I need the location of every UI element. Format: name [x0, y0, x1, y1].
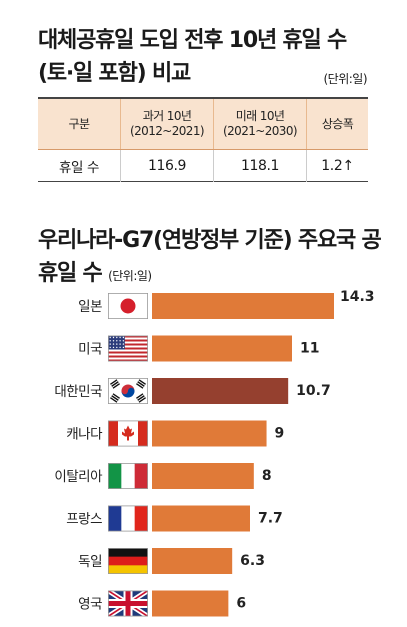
- bar: [152, 463, 254, 489]
- category-label: 독일: [78, 554, 102, 570]
- category-label: 이탈리아: [54, 469, 103, 485]
- header-category: 구분: [38, 98, 121, 150]
- bar: [152, 293, 334, 319]
- bar: [152, 590, 229, 617]
- header-past-label: 과거 10년: [142, 109, 192, 123]
- category-label: 미국: [78, 342, 102, 358]
- chart-row-8: 영국 6: [78, 590, 246, 617]
- cell-label: 휴일 수: [59, 159, 99, 176]
- bar: [152, 335, 292, 362]
- usa-flag-icon: [108, 335, 149, 362]
- header-future-label: 미래 10년: [235, 109, 285, 123]
- table-unit: (단위:일): [323, 72, 367, 86]
- france-flag-icon: [108, 505, 149, 532]
- value-label: 6.3: [240, 553, 265, 569]
- italy-flag-icon: [108, 462, 149, 489]
- table-row: 휴일 수 116.9 118.1 1.2↑: [38, 149, 368, 182]
- header-future-range: (2021~2030): [223, 124, 298, 138]
- chart-row-2: 미국 11: [78, 335, 319, 362]
- japan-flag-icon: [108, 292, 149, 320]
- chart-row-1: 일본 14.3: [78, 289, 375, 320]
- canada-flag-icon: [108, 420, 149, 447]
- chart-title-text: 우리나라-G7(연방정부 기준) 주요국 공휴일 수: [38, 228, 382, 286]
- value-label: 6: [236, 596, 246, 612]
- cell-past: 116.9: [120, 149, 214, 182]
- bar: [152, 548, 233, 574]
- cell-future: 118.1: [213, 149, 307, 182]
- value-label: 14.3: [340, 289, 375, 305]
- chart-title: 우리나라-G7(연방정부 기준) 주요국 공휴일 수 (단위:일): [38, 224, 388, 293]
- chart-unit: (단위:일): [108, 269, 152, 283]
- category-label: 영국: [78, 597, 102, 613]
- korea-flag-icon: [108, 378, 149, 405]
- germany-flag-icon: [108, 547, 149, 574]
- value-label: 10.7: [296, 383, 331, 399]
- cell-increase: 1.2↑: [306, 149, 368, 182]
- holiday-bar-chart: 일본 14.3 미국 11 대한민국 10.7 캐나다 9 이탈리아 8 프랑스 7.7 독일 6.3 영국…: [54, 289, 375, 617]
- header-future: 미래 10년 (2021~2030): [213, 98, 307, 150]
- category-label: 캐나다: [66, 427, 103, 443]
- chart-row-5: 이탈리아 8: [54, 462, 272, 489]
- value-label: 7.7: [258, 511, 283, 527]
- bar: [152, 378, 289, 404]
- chart-row-6: 프랑스 7.7: [66, 505, 283, 532]
- bar: [152, 420, 267, 447]
- header-past: 과거 10년 (2012~2021): [120, 98, 214, 150]
- chart-row-3: 대한민국 10.7: [54, 378, 331, 405]
- chart-row-4: 캐나다 9: [66, 420, 285, 447]
- category-label: 일본: [78, 299, 102, 315]
- chart-row-7: 독일 6.3: [78, 547, 265, 574]
- header-increase: 상승폭: [306, 98, 368, 150]
- table-header-row: 구분 과거 10년 (2012~2021) 미래 10년 (2021~2030) 상…: [38, 98, 368, 150]
- value-label: 8: [262, 468, 272, 484]
- uk-flag-icon: [108, 590, 149, 617]
- table-title: 대체공휴일 도입 전후 10년 휴일 수 (토·일 포함) 비교: [38, 28, 347, 86]
- value-label: 11: [300, 341, 319, 357]
- holiday-comparison-table: 구분 과거 10년 (2012~2021) 미래 10년 (2021~2030) 상…: [38, 97, 368, 182]
- header-past-range: (2012~2021): [130, 124, 205, 138]
- value-label: 9: [275, 426, 285, 442]
- bar: [152, 505, 250, 532]
- category-label: 프랑스: [66, 512, 102, 528]
- category-label: 대한민국: [54, 384, 102, 400]
